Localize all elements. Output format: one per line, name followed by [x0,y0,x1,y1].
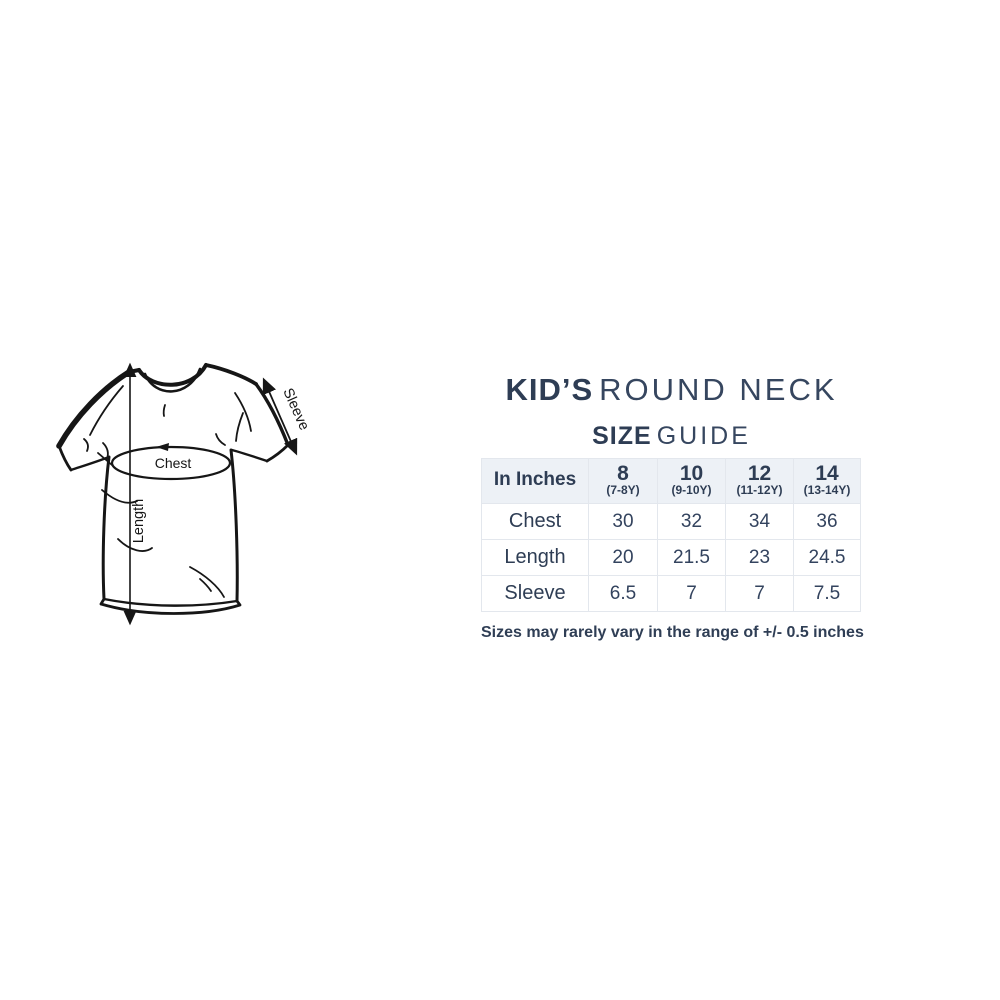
sleeve-arrow [262,377,298,456]
size-column-14: 14 (13-14Y) [793,458,861,504]
size-column-12: 12 (11-12Y) [725,458,794,504]
cell-value: 23 [725,539,794,576]
chest-label: Chest [155,455,192,471]
page-title: KID’S ROUND NECK [481,374,862,406]
row-label: Chest [481,503,589,540]
size-number: 8 [617,462,629,485]
size-age-range: (13-14Y) [803,483,851,497]
cell-value: 20 [588,539,658,576]
tshirt-measurement-diagram: Chest Length Sleeve [40,353,320,645]
table-row-sleeve: Sleeve 6.5 7 7 7.5 [481,575,861,612]
size-table-header-row: In Inches 8 (7-8Y) 10 (9-10Y) 12 (11-12Y… [481,458,861,504]
cell-value: 30 [588,503,658,540]
title-light: ROUND NECK [599,372,838,407]
table-row-length: Length 20 21.5 23 24.5 [481,539,861,576]
cell-value: 34 [725,503,794,540]
chest-arrowhead [156,443,169,451]
size-column-10: 10 (9-10Y) [657,458,726,504]
unit-header-cell: In Inches [481,458,589,504]
cell-value: 7.5 [793,575,861,612]
size-variance-note: Sizes may rarely vary in the range of +/… [481,624,864,641]
cell-value: 6.5 [588,575,658,612]
cell-value: 32 [657,503,726,540]
subtitle-light: GUIDE [656,422,751,450]
size-age-range: (11-12Y) [736,483,783,497]
size-age-range: (7-8Y) [606,483,640,497]
cell-value: 24.5 [793,539,861,576]
cell-value: 7 [725,575,794,612]
cell-value: 21.5 [657,539,726,576]
size-guide-panel: KID’S ROUND NECK SIZE GUIDE In Inches 8 (7… [481,0,864,1000]
tshirt-sketch: Chest Length Sleeve [56,362,312,626]
size-number: 12 [747,462,772,485]
size-age-range: (9-10Y) [671,483,712,497]
cell-value: 7 [657,575,726,612]
row-label: Sleeve [481,575,589,612]
tshirt-outline [56,363,290,615]
length-label: Length [131,499,147,543]
page-subtitle: SIZE GUIDE [481,423,862,449]
size-table: In Inches 8 (7-8Y) 10 (9-10Y) 12 (11-12Y… [481,458,861,612]
subtitle-bold: SIZE [592,422,652,450]
chest-ellipse [110,443,232,481]
size-column-8: 8 (7-8Y) [588,458,658,504]
size-number: 14 [815,462,839,485]
tshirt-fold-lines [83,385,252,598]
size-number: 10 [679,462,704,485]
title-bold: KID’S [505,372,594,407]
row-label: Length [481,539,589,576]
table-row-chest: Chest 30 32 34 36 [481,503,861,540]
cell-value: 36 [793,503,861,540]
